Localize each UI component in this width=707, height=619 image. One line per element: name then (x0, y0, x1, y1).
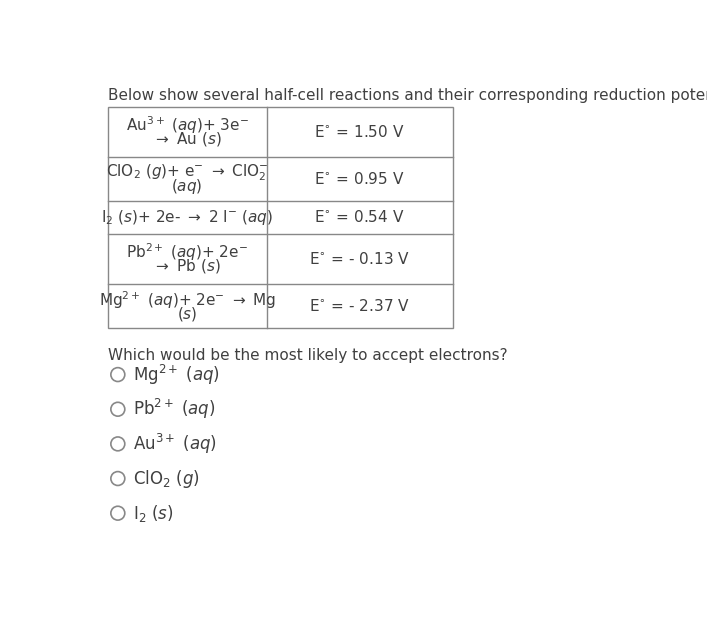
Text: Mg$^{2+}$ $(aq)$: Mg$^{2+}$ $(aq)$ (134, 363, 220, 387)
Text: Pb$^{2+}$ $(aq)$+ 2e$^{\mathsf{-}}$: Pb$^{2+}$ $(aq)$+ 2e$^{\mathsf{-}}$ (127, 241, 248, 264)
Text: I$_2$ $(s)$: I$_2$ $(s)$ (134, 503, 174, 524)
Circle shape (111, 402, 125, 416)
Text: Below show several half-cell reactions and their corresponding reduction potenti: Below show several half-cell reactions a… (107, 88, 707, 103)
Circle shape (111, 506, 125, 520)
Text: E$^{\circ}$ = - 2.37 V: E$^{\circ}$ = - 2.37 V (309, 298, 410, 314)
Circle shape (111, 472, 125, 485)
Text: E$^{\circ}$ = - 0.13 V: E$^{\circ}$ = - 0.13 V (309, 251, 410, 267)
Text: E$^{\circ}$ = 1.50 V: E$^{\circ}$ = 1.50 V (315, 124, 405, 140)
Text: ClO$_2$ $(g)$: ClO$_2$ $(g)$ (134, 467, 200, 490)
Text: Au$^{3+}$ $(aq)$+ 3e$^{\mathsf{-}}$: Au$^{3+}$ $(aq)$+ 3e$^{\mathsf{-}}$ (126, 115, 249, 136)
Text: Pb$^{2+}$ $(aq)$: Pb$^{2+}$ $(aq)$ (134, 397, 216, 422)
Text: Au$^{3+}$ $(aq)$: Au$^{3+}$ $(aq)$ (134, 432, 217, 456)
Text: $(aq)$: $(aq)$ (171, 177, 203, 196)
Text: $(s)$: $(s)$ (177, 305, 197, 322)
Text: E$^{\circ}$ = 0.54 V: E$^{\circ}$ = 0.54 V (315, 209, 405, 225)
Text: E$^{\circ}$ = 0.95 V: E$^{\circ}$ = 0.95 V (315, 171, 405, 187)
Circle shape (111, 437, 125, 451)
Circle shape (111, 368, 125, 381)
Text: I$_2$ $(s)$+ 2e- $\rightarrow$ 2 I$^{\mathsf{-}}$ $(aq)$: I$_2$ $(s)$+ 2e- $\rightarrow$ 2 I$^{\ma… (101, 208, 274, 227)
Text: Which would be the most likely to accept electrons?: Which would be the most likely to accept… (107, 348, 508, 363)
Bar (107, 106, 452, 329)
Text: $\rightarrow$ Pb $(s)$: $\rightarrow$ Pb $(s)$ (153, 258, 221, 275)
Text: Mg$^{2+}$ $(aq)$+ 2e$^{\mathsf{-}}$ $\rightarrow$ Mg: Mg$^{2+}$ $(aq)$+ 2e$^{\mathsf{-}}$ $\ri… (98, 289, 276, 311)
Text: ClO$_2$ $(g)$+ e$^{\mathsf{-}}$ $\rightarrow$ ClO$_2^{\mathsf{-}}$: ClO$_2$ $(g)$+ e$^{\mathsf{-}}$ $\righta… (106, 163, 269, 183)
Text: $\rightarrow$ Au $(s)$: $\rightarrow$ Au $(s)$ (153, 131, 222, 149)
